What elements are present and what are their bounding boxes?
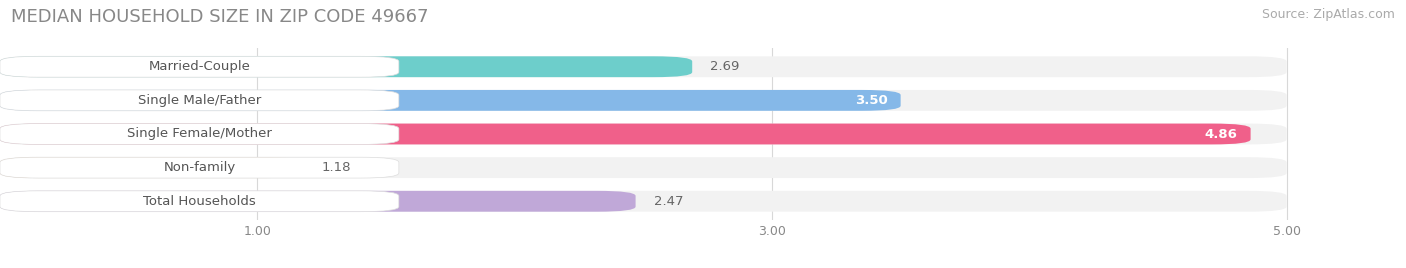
- Text: 3.50: 3.50: [855, 94, 887, 107]
- FancyBboxPatch shape: [0, 191, 399, 212]
- Text: Married-Couple: Married-Couple: [149, 60, 250, 73]
- Text: MEDIAN HOUSEHOLD SIZE IN ZIP CODE 49667: MEDIAN HOUSEHOLD SIZE IN ZIP CODE 49667: [11, 8, 429, 26]
- FancyBboxPatch shape: [0, 56, 1286, 77]
- Text: Source: ZipAtlas.com: Source: ZipAtlas.com: [1261, 8, 1395, 21]
- FancyBboxPatch shape: [0, 124, 399, 144]
- FancyBboxPatch shape: [0, 90, 901, 111]
- FancyBboxPatch shape: [0, 157, 304, 178]
- Text: 2.47: 2.47: [654, 195, 683, 208]
- FancyBboxPatch shape: [0, 90, 1286, 111]
- Text: 2.69: 2.69: [710, 60, 740, 73]
- FancyBboxPatch shape: [0, 124, 1250, 144]
- Text: Total Households: Total Households: [143, 195, 256, 208]
- FancyBboxPatch shape: [0, 56, 399, 77]
- FancyBboxPatch shape: [0, 56, 692, 77]
- Text: Single Female/Mother: Single Female/Mother: [127, 128, 271, 140]
- FancyBboxPatch shape: [0, 90, 399, 111]
- FancyBboxPatch shape: [0, 157, 1286, 178]
- Text: Non-family: Non-family: [163, 161, 236, 174]
- Text: 1.18: 1.18: [322, 161, 352, 174]
- FancyBboxPatch shape: [0, 157, 399, 178]
- Text: 4.86: 4.86: [1205, 128, 1237, 140]
- FancyBboxPatch shape: [0, 191, 1286, 212]
- FancyBboxPatch shape: [0, 191, 636, 212]
- FancyBboxPatch shape: [0, 124, 1286, 144]
- Text: Single Male/Father: Single Male/Father: [138, 94, 262, 107]
